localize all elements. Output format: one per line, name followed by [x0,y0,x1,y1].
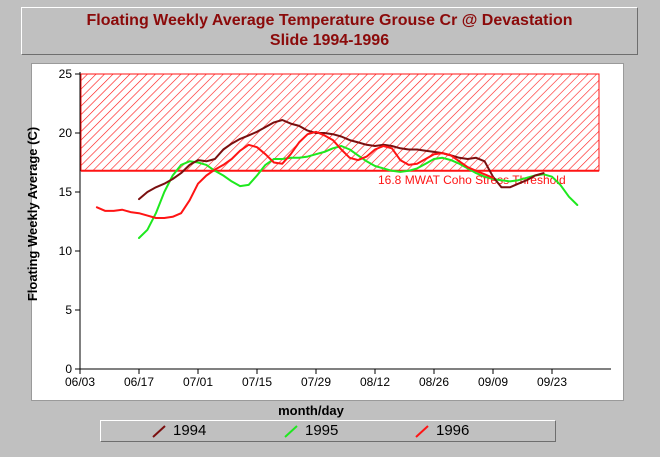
legend-swatch-1995 [284,425,298,438]
legend-label-1994: 1994 [173,422,207,439]
legend-swatch-1996 [415,425,429,438]
line-chart: 16.8 MWAT Coho Stress Threshold 05101520… [25,67,611,418]
y-tick-label: 0 [65,362,72,376]
y-axis-label: Floating Weekly Average (C) [25,127,40,301]
threshold-shaded-band [80,73,600,172]
x-tick-label: 09/23 [537,375,567,389]
legend: 1994 1995 1996 [100,420,556,442]
x-tick-label: 06/17 [124,375,154,389]
chart-title-line2: Slide 1994-1996 [269,32,390,49]
x-tick-label: 08/26 [419,375,449,389]
legend-swatch-1994 [152,425,166,438]
y-tick-label: 5 [65,303,72,317]
y-tick-label: 10 [59,244,73,258]
legend-label-1996: 1996 [436,422,470,439]
x-tick-label: 07/01 [183,375,213,389]
x-tick-label: 08/12 [360,375,390,389]
x-tick-label: 07/15 [242,375,272,389]
x-axis-label: month/day [278,403,344,418]
series-line-1995 [138,145,579,239]
legend-label-1995: 1995 [305,422,339,439]
chart-title-box: Floating Weekly Average Temperature Grou… [21,7,638,55]
y-tick-label: 20 [59,126,73,140]
series-line-1994 [138,119,545,201]
x-tick-label: 09/09 [478,375,508,389]
series-line-1996 [95,130,494,219]
chart-title-line1: Floating Weekly Average Temperature Grou… [86,12,573,29]
x-tick-label: 07/29 [301,375,331,389]
y-tick-label: 15 [59,185,73,199]
y-tick-label: 25 [59,67,73,81]
x-tick-label: 06/03 [65,375,95,389]
